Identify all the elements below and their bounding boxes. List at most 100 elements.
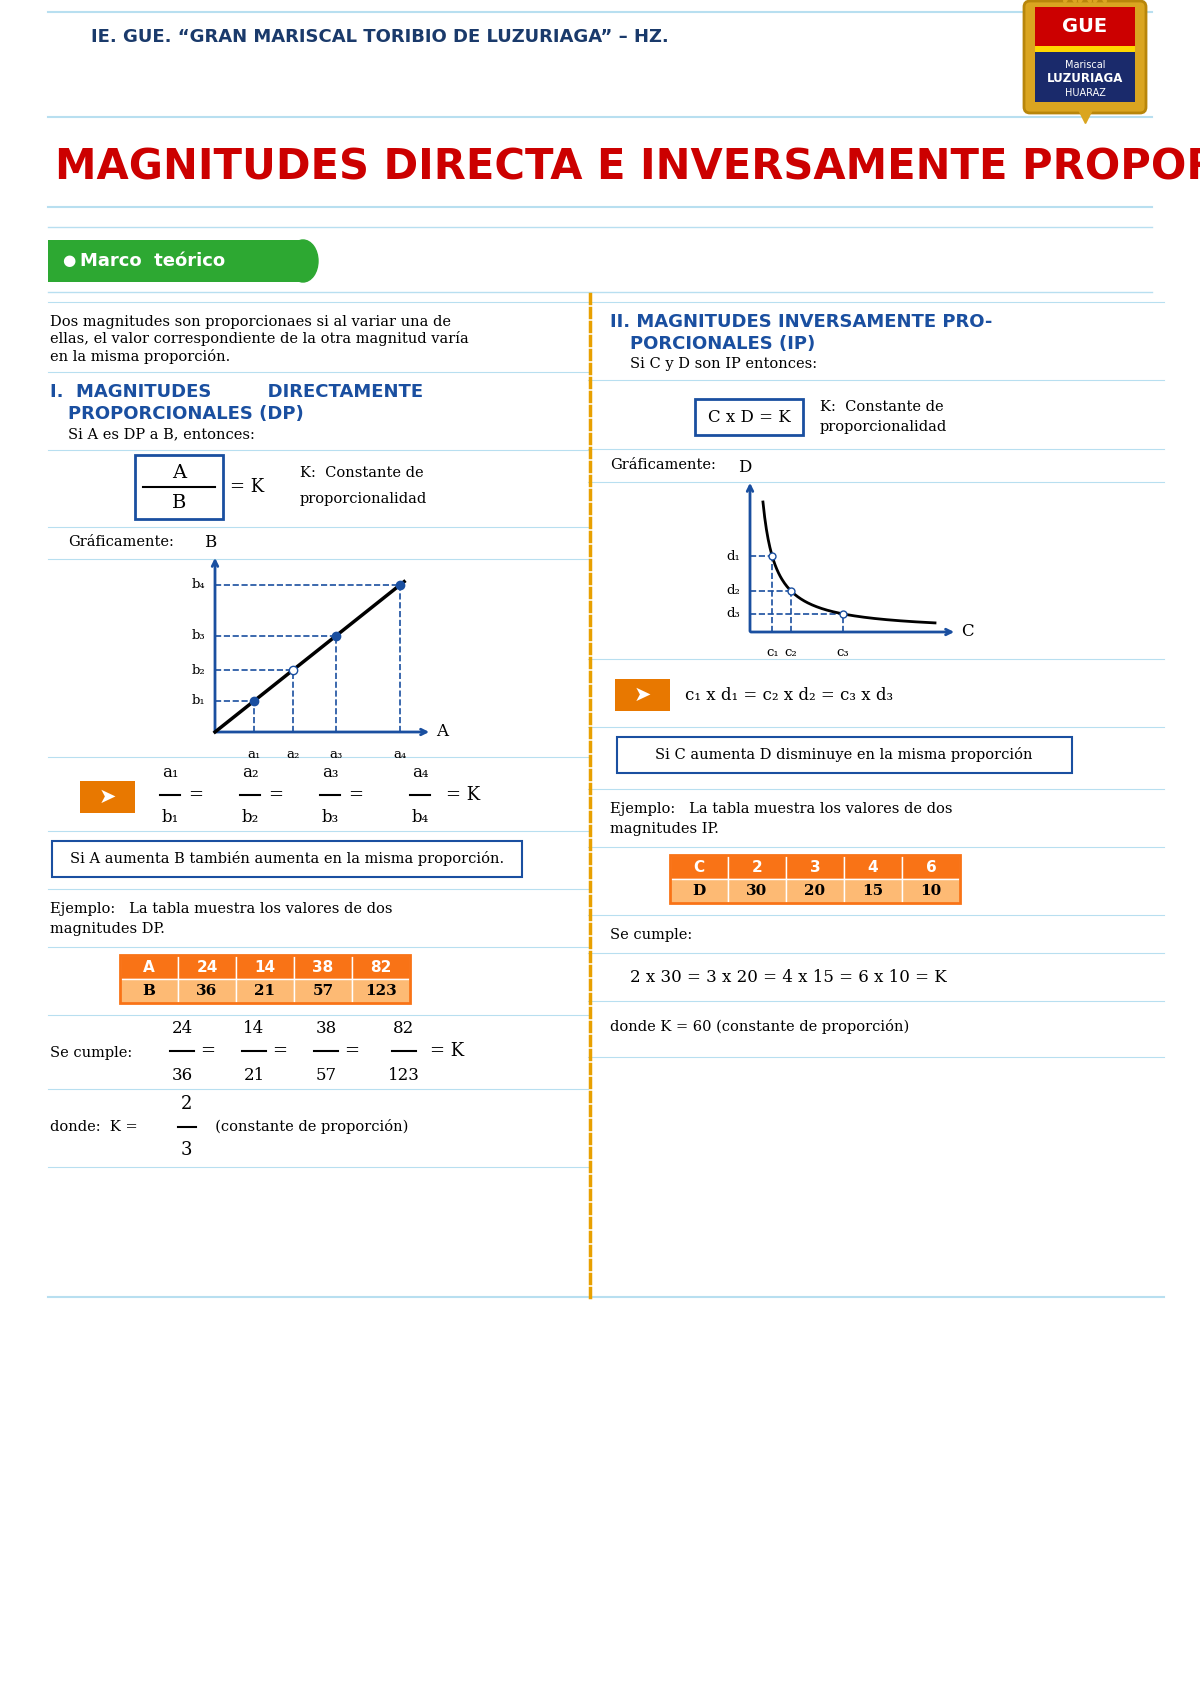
Text: Si A aumenta B también aumenta en la misma proporción.: Si A aumenta B también aumenta en la mis… (70, 852, 504, 867)
Text: 36: 36 (172, 1067, 192, 1084)
FancyBboxPatch shape (1034, 7, 1135, 48)
FancyBboxPatch shape (178, 979, 236, 1003)
Text: D: D (692, 884, 706, 898)
Text: 82: 82 (394, 1020, 415, 1037)
Text: 36: 36 (197, 984, 217, 998)
Text: b₁: b₁ (191, 694, 205, 708)
Text: 38: 38 (316, 1020, 337, 1037)
Text: K:  Constante de: K: Constante de (300, 467, 424, 480)
FancyBboxPatch shape (670, 855, 728, 879)
FancyBboxPatch shape (1034, 46, 1135, 53)
FancyBboxPatch shape (902, 855, 960, 879)
Text: Se cumple:: Se cumple: (50, 1045, 132, 1061)
Text: A: A (436, 723, 448, 740)
Ellipse shape (288, 239, 318, 282)
Text: 38: 38 (312, 959, 334, 974)
Text: c₂: c₂ (785, 647, 797, 658)
FancyBboxPatch shape (844, 879, 902, 903)
FancyBboxPatch shape (786, 855, 844, 879)
Text: = K: = K (430, 1042, 464, 1061)
Text: = K: = K (230, 479, 264, 496)
FancyBboxPatch shape (48, 239, 302, 282)
Text: 24: 24 (172, 1020, 193, 1037)
FancyBboxPatch shape (294, 979, 352, 1003)
Text: 123: 123 (388, 1067, 420, 1084)
Text: PORCIONALES (IP): PORCIONALES (IP) (630, 334, 815, 353)
FancyBboxPatch shape (120, 979, 178, 1003)
FancyBboxPatch shape (120, 955, 178, 979)
Text: donde K = 60 (constante de proporción): donde K = 60 (constante de proporción) (610, 1020, 910, 1035)
Text: ellas, el valor correspondiente de la otra magnitud varía: ellas, el valor correspondiente de la ot… (50, 331, 469, 346)
Text: a₄: a₄ (412, 764, 428, 781)
Text: Se cumple:: Se cumple: (610, 928, 692, 942)
Text: =: = (188, 786, 204, 804)
FancyBboxPatch shape (728, 855, 786, 879)
FancyBboxPatch shape (1024, 2, 1146, 114)
Text: 24: 24 (197, 959, 217, 974)
Text: IE. GUE. “GRAN MARISCAL TORIBIO DE LUZURIAGA” – HZ.: IE. GUE. “GRAN MARISCAL TORIBIO DE LUZUR… (91, 27, 668, 46)
Text: 21: 21 (254, 984, 276, 998)
Text: b₃: b₃ (322, 809, 338, 826)
Text: 14: 14 (254, 959, 276, 974)
FancyBboxPatch shape (844, 855, 902, 879)
Text: Mariscal: Mariscal (1064, 59, 1105, 70)
Text: a₂: a₂ (241, 764, 258, 781)
Text: 57: 57 (312, 984, 334, 998)
Text: 123: 123 (365, 984, 397, 998)
Text: A: A (172, 463, 186, 482)
FancyBboxPatch shape (236, 979, 294, 1003)
Text: a₃: a₃ (322, 764, 338, 781)
Text: 2 x 30 = 3 x 20 = 4 x 15 = 6 x 10 = K: 2 x 30 = 3 x 20 = 4 x 15 = 6 x 10 = K (630, 969, 947, 986)
FancyBboxPatch shape (80, 781, 134, 813)
Text: K:  Constante de: K: Constante de (820, 400, 943, 414)
Text: Si C y D son IP entonces:: Si C y D son IP entonces: (630, 356, 817, 372)
Text: magnitudes IP.: magnitudes IP. (610, 821, 719, 837)
Text: (constante de proporción): (constante de proporción) (206, 1120, 408, 1135)
Text: C: C (961, 623, 973, 640)
Text: II. MAGNITUDES INVERSAMENTE PRO-: II. MAGNITUDES INVERSAMENTE PRO- (610, 312, 992, 331)
Text: d₃: d₃ (726, 608, 740, 621)
Text: I.  MAGNITUDES         DIRECTAMENTE: I. MAGNITUDES DIRECTAMENTE (50, 384, 424, 400)
Text: ●: ● (62, 255, 76, 268)
Text: B: B (172, 494, 186, 512)
Text: Gráficamente:: Gráficamente: (68, 535, 174, 550)
Text: d₂: d₂ (726, 584, 740, 597)
Text: en la misma proporción.: en la misma proporción. (50, 348, 230, 363)
FancyBboxPatch shape (178, 955, 236, 979)
Text: Dos magnitudes son proporcionaes si al variar una de: Dos magnitudes son proporcionaes si al v… (50, 316, 451, 329)
Text: C: C (694, 859, 704, 874)
FancyBboxPatch shape (236, 955, 294, 979)
Text: LUZURIAGA: LUZURIAGA (1046, 73, 1123, 85)
Text: donde:  K =: donde: K = (50, 1120, 143, 1134)
Text: 20: 20 (804, 884, 826, 898)
Text: c₁: c₁ (766, 647, 779, 658)
Text: PROPORCIONALES (DP): PROPORCIONALES (DP) (68, 406, 304, 423)
Text: b₄: b₄ (191, 579, 205, 591)
Text: =: = (344, 1042, 360, 1061)
Text: 57: 57 (316, 1067, 336, 1084)
FancyBboxPatch shape (294, 955, 352, 979)
FancyBboxPatch shape (902, 879, 960, 903)
Text: 3: 3 (810, 859, 821, 874)
FancyBboxPatch shape (728, 879, 786, 903)
Text: 2: 2 (180, 1095, 192, 1113)
Text: a₁: a₁ (247, 748, 260, 760)
Text: 3: 3 (180, 1140, 192, 1159)
Text: 21: 21 (244, 1067, 265, 1084)
Text: proporcionalidad: proporcionalidad (300, 492, 427, 506)
FancyBboxPatch shape (1034, 53, 1135, 102)
Text: magnitudes DP.: magnitudes DP. (50, 921, 164, 937)
Text: ➤: ➤ (98, 787, 115, 808)
Text: Gráficamente:: Gráficamente: (610, 458, 716, 472)
Text: a₁: a₁ (162, 764, 179, 781)
Text: b₂: b₂ (191, 664, 205, 677)
Text: =: = (200, 1042, 216, 1061)
Text: C x D = K: C x D = K (708, 409, 791, 426)
Text: 14: 14 (244, 1020, 265, 1037)
FancyBboxPatch shape (352, 955, 410, 979)
Text: b₃: b₃ (191, 630, 205, 643)
FancyBboxPatch shape (352, 979, 410, 1003)
FancyBboxPatch shape (670, 879, 728, 903)
Text: proporcionalidad: proporcionalidad (820, 419, 947, 434)
Text: b₁: b₁ (161, 809, 179, 826)
